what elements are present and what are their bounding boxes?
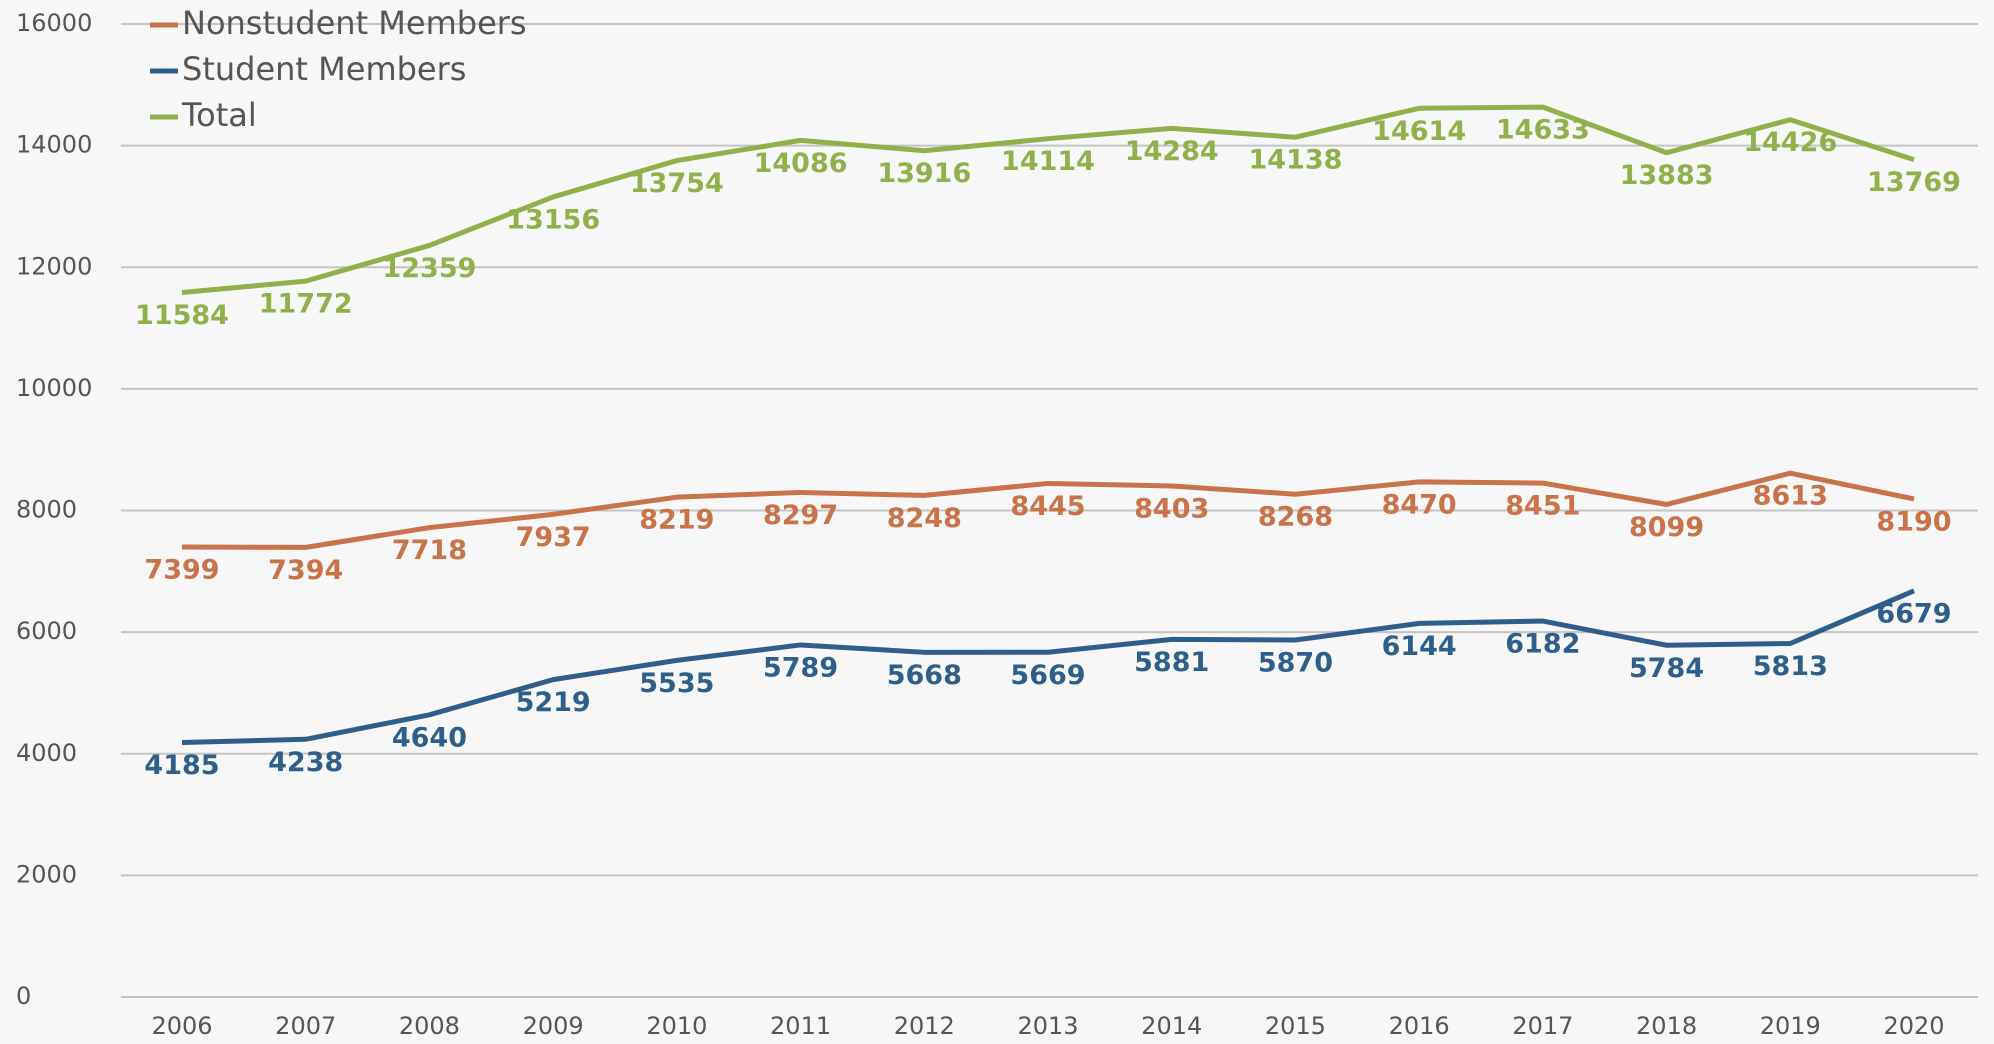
x-tick-label: 2011: [770, 1012, 831, 1040]
data-label: 8297: [763, 500, 838, 531]
y-tick-label: 12000: [16, 252, 92, 280]
x-tick-label: 2012: [894, 1012, 955, 1040]
data-label: 5535: [639, 668, 714, 699]
x-tick-label: 2016: [1389, 1012, 1450, 1040]
data-label: 8451: [1505, 491, 1580, 522]
x-tick-label: 2013: [1017, 1012, 1078, 1040]
data-label: 5813: [1753, 651, 1828, 682]
data-label: 12359: [382, 253, 476, 284]
y-tick-label: 2000: [16, 860, 77, 888]
data-label: 14138: [1248, 145, 1342, 176]
data-label: 8190: [1876, 506, 1951, 537]
data-label: 8445: [1010, 491, 1085, 522]
data-label: 13754: [630, 168, 724, 199]
x-tick-label: 2006: [151, 1012, 212, 1040]
data-label: 4640: [392, 722, 467, 753]
data-label: 13916: [877, 158, 971, 189]
y-tick-label: 14000: [16, 131, 92, 159]
x-tick-label: 2017: [1512, 1012, 1573, 1040]
data-label: 8219: [639, 505, 714, 536]
data-label: 7937: [516, 522, 591, 553]
data-label: 4185: [144, 750, 219, 781]
data-label: 11584: [135, 300, 229, 331]
line: [181, 104, 1915, 296]
data-label: 5881: [1134, 647, 1209, 678]
data-label: 14284: [1125, 136, 1219, 167]
data-label: 14114: [1001, 146, 1095, 177]
data-label: 13883: [1620, 160, 1714, 191]
line: [181, 588, 1915, 745]
data-label: 6679: [1876, 598, 1951, 629]
data-label: 8613: [1753, 481, 1828, 512]
data-label: 8099: [1629, 512, 1704, 543]
data-label: 5669: [1010, 660, 1085, 691]
x-tick-label: 2020: [1883, 1012, 1944, 1040]
x-tick-label: 2008: [399, 1012, 460, 1040]
x-tick-label: 2007: [275, 1012, 336, 1040]
x-tick-label: 2009: [523, 1012, 584, 1040]
data-label: 5784: [1629, 653, 1704, 684]
data-label: 7718: [392, 535, 467, 566]
data-label: 5219: [516, 687, 591, 718]
data-label: 7399: [144, 555, 219, 586]
line: [181, 470, 1915, 550]
legend-label: Nonstudent Members: [182, 4, 527, 42]
y-tick-label: 0: [16, 982, 31, 1010]
data-label: 8268: [1258, 502, 1333, 533]
x-tick-label: 2018: [1636, 1012, 1697, 1040]
y-tick-label: 6000: [16, 617, 77, 645]
data-label: 5870: [1258, 648, 1333, 679]
data-label: 8470: [1382, 489, 1457, 520]
y-tick-label: 8000: [16, 496, 77, 524]
data-label: 13156: [506, 204, 600, 235]
data-label: 5789: [763, 652, 838, 683]
data-label: 14086: [754, 148, 848, 179]
data-label: 13769: [1867, 167, 1961, 198]
data-label: 8248: [887, 503, 962, 534]
data-label: 14426: [1743, 127, 1837, 158]
x-tick-label: 2010: [646, 1012, 707, 1040]
x-tick-label: 2014: [1141, 1012, 1202, 1040]
data-label: 14633: [1496, 115, 1590, 146]
y-tick-label: 10000: [16, 374, 92, 402]
y-tick-label: 4000: [16, 739, 77, 767]
data-label: 5668: [887, 660, 962, 691]
data-label: 6144: [1382, 631, 1457, 662]
x-tick-label: 2015: [1265, 1012, 1326, 1040]
y-tick-label: 16000: [16, 9, 92, 37]
x-tick-label: 2019: [1760, 1012, 1821, 1040]
data-label: 8403: [1134, 493, 1209, 524]
data-label: 6182: [1505, 629, 1580, 660]
data-label: 4238: [268, 747, 343, 778]
data-label: 11772: [259, 289, 353, 320]
data-label: 7394: [268, 555, 343, 586]
data-label: 14614: [1372, 116, 1466, 147]
legend-label: Total: [181, 96, 257, 134]
legend-label: Student Members: [182, 50, 466, 88]
